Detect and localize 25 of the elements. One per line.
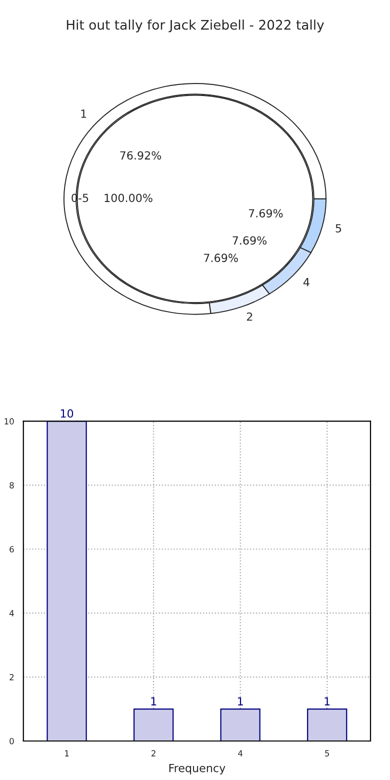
data-label: 7.69% (248, 209, 283, 218)
x-axis-title: Frequency (169, 764, 226, 774)
y-tick-label: 6 (10, 546, 14, 552)
data-label: 7.69% (204, 254, 238, 262)
slice-label: 5 (336, 224, 342, 233)
x-tick-label: 5 (325, 750, 330, 756)
data-label: 100.00% (104, 194, 152, 202)
y-tick-label: 4 (9, 610, 14, 616)
data-label: 10 (60, 409, 74, 418)
slice-label: 2 (246, 312, 252, 321)
y-tick-label: 10 (4, 418, 14, 424)
data-label: 1 (151, 697, 156, 706)
data-label: 1 (238, 697, 243, 706)
slice-label: 1 (81, 110, 86, 118)
y-tick-label: 0 (10, 738, 14, 744)
chart-title: Hit out tally for Jack Ziebell - 2022 tally (66, 20, 324, 32)
y-tick-label: 8 (10, 482, 14, 488)
slice-label: 4 (303, 278, 310, 286)
x-tick-label: 4 (238, 750, 243, 756)
data-label: 76.92% (120, 151, 162, 160)
x-tick-label: 1 (65, 750, 69, 756)
data-label: 7.69% (232, 236, 267, 245)
y-tick-label: 2 (10, 674, 14, 680)
data-label: 1 (324, 697, 330, 706)
x-tick-label: 2 (152, 750, 156, 756)
